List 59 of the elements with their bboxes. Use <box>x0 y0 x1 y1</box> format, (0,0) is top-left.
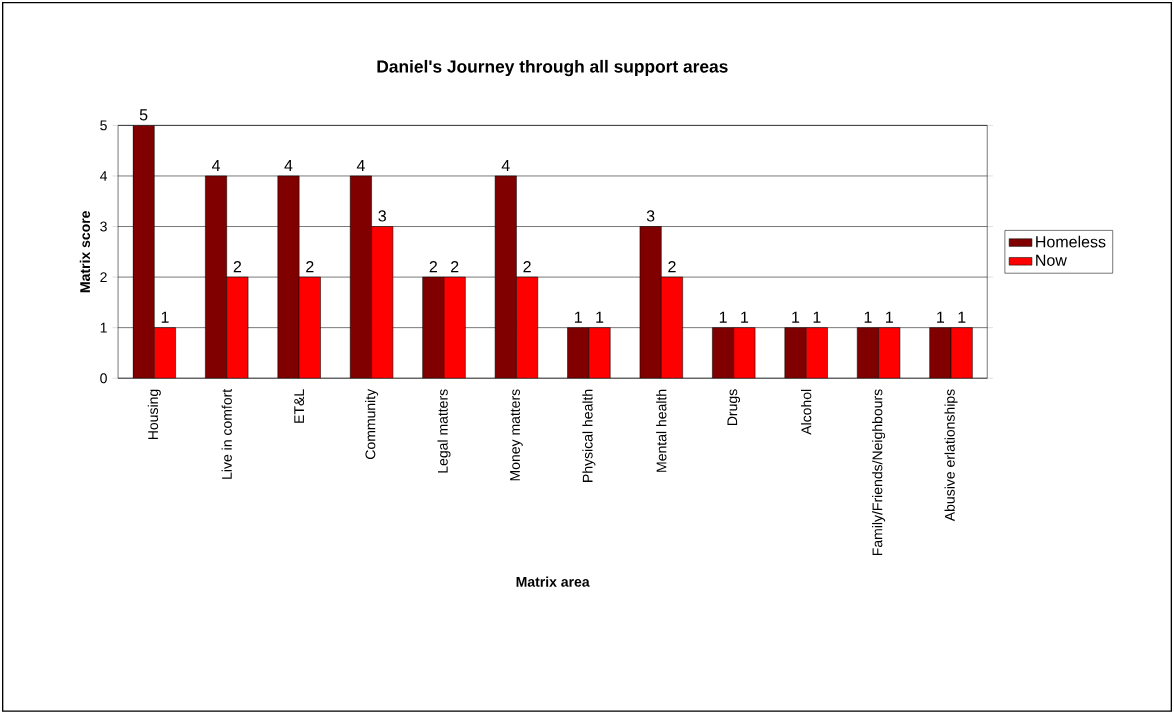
bar <box>154 327 176 379</box>
data-label: 2 <box>306 261 314 273</box>
bar <box>588 327 611 379</box>
y-axis-title: Matrix score <box>79 211 91 293</box>
data-label: 1 <box>719 311 727 323</box>
data-label: 4 <box>501 160 510 172</box>
x-tick-label: Physical health <box>582 389 596 483</box>
data-label: 1 <box>813 311 821 323</box>
data-label: 1 <box>741 311 749 323</box>
bar <box>661 276 683 379</box>
data-label: 4 <box>211 160 221 172</box>
x-tick-label: Drugs <box>727 389 741 426</box>
data-label: 1 <box>937 311 945 323</box>
x-tick-label: Housing <box>147 389 161 440</box>
data-label: 3 <box>646 210 655 222</box>
bar <box>805 327 828 379</box>
x-tick-label: Mental health <box>656 389 667 472</box>
bar <box>371 226 394 379</box>
data-label: 3 <box>378 210 386 222</box>
data-label: 1 <box>886 311 893 323</box>
data-label: 4 <box>284 160 293 172</box>
data-label: 2 <box>429 261 437 273</box>
x-tick-label: ET&L <box>294 389 305 423</box>
data-label: 2 <box>451 261 459 273</box>
data-label: 1 <box>958 311 966 323</box>
x-tick-label: Abusive erlationships <box>944 389 958 522</box>
y-tick-label: 1 <box>100 322 107 333</box>
y-tick-label: 0 <box>100 373 107 384</box>
bar <box>443 276 466 379</box>
bar <box>226 276 249 379</box>
data-label: 1 <box>596 311 604 323</box>
bar <box>878 327 901 379</box>
x-tick-label: Legal matters <box>437 389 451 473</box>
bar <box>950 327 973 379</box>
bar <box>516 276 539 379</box>
data-label: 2 <box>233 261 242 273</box>
x-tick-label: Family/Friends/Neighbours <box>872 389 886 556</box>
data-label: 5 <box>139 109 148 121</box>
x-tick-label: Community <box>365 389 379 460</box>
data-label: 1 <box>792 311 800 323</box>
chart-title: Daniel's Journey through all support areas <box>377 60 728 77</box>
data-label: 1 <box>864 311 872 323</box>
bar <box>298 276 321 379</box>
y-tick-label: 5 <box>100 120 107 131</box>
y-tick-label: 3 <box>100 221 107 232</box>
data-label: 2 <box>523 261 531 273</box>
legend-label: Now <box>1036 254 1067 267</box>
y-tick-label: 4 <box>99 171 108 181</box>
bar <box>733 327 756 379</box>
data-label: 4 <box>356 160 365 172</box>
x-tick-label: Live in comfort <box>221 389 232 479</box>
y-tick-label: 2 <box>100 272 107 283</box>
x-axis-title: Matrix area <box>516 576 590 587</box>
legend-label: Homeless <box>1036 235 1106 248</box>
x-tick-label: Money matters <box>510 389 523 481</box>
data-label: 1 <box>574 311 582 323</box>
data-label: 1 <box>161 311 169 323</box>
data-label: 2 <box>668 261 676 273</box>
x-tick-label: Alcohol <box>801 389 812 435</box>
